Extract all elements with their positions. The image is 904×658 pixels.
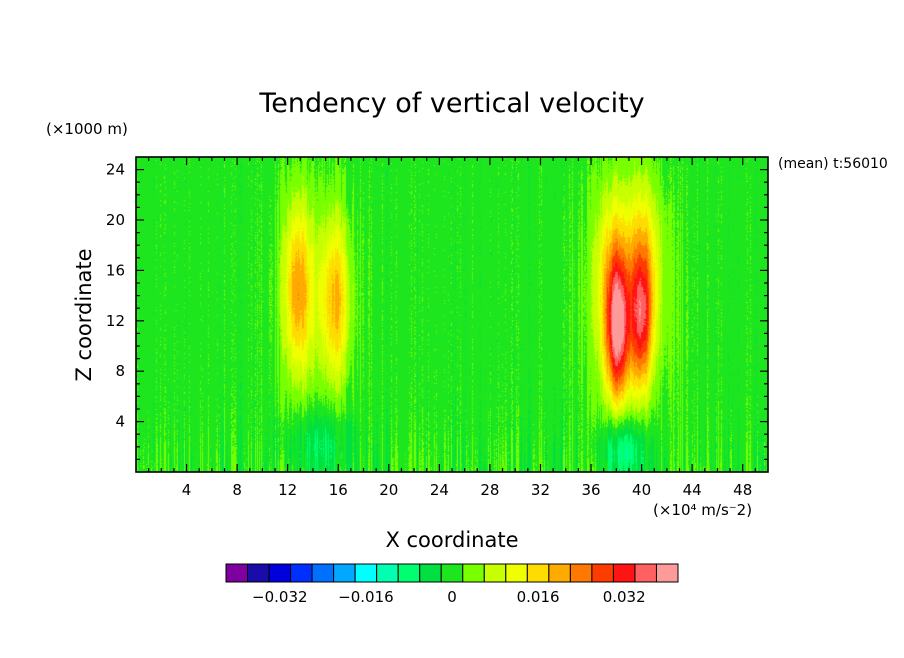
x-tick-label: 32 xyxy=(531,481,550,499)
colorbar-swatch xyxy=(462,563,485,583)
y-tick-label: 16 xyxy=(106,261,125,279)
colorbar: −0.032 −0.016 0 0.016 0.032 xyxy=(225,563,679,606)
chart-title: Tendency of vertical velocity xyxy=(258,88,644,119)
colorbar-swatch xyxy=(634,563,657,583)
x-axis: 4 8 12 16 20 24 28 32 36 40 44 48 xyxy=(148,157,756,499)
colorbar-tick-label: 0.016 xyxy=(517,588,560,606)
colorbar-swatch xyxy=(268,563,292,583)
colorbar-tick-label: 0.032 xyxy=(603,588,646,606)
x-axis-label: X coordinate xyxy=(385,528,518,552)
x-tick-label: 8 xyxy=(232,481,242,499)
y-tick-label: 8 xyxy=(115,362,125,380)
colorbar-tick-label: −0.016 xyxy=(338,588,394,606)
colorbar-swatch xyxy=(569,563,593,583)
colorbar-swatch xyxy=(225,563,249,583)
colorbar-tick-label: −0.032 xyxy=(252,588,308,606)
colorbar-swatch xyxy=(376,563,399,583)
colorbar-tick-label: 0 xyxy=(447,588,457,606)
colorbar-swatch xyxy=(655,563,679,583)
colorbar-swatch xyxy=(483,563,507,583)
x-tick-label: 28 xyxy=(480,481,499,499)
y-axis: 4 8 12 16 20 24 xyxy=(106,161,768,460)
y-tick-label: 4 xyxy=(115,413,125,431)
x-tick-label: 24 xyxy=(430,481,449,499)
y-unit-note: (×1000 m) xyxy=(46,120,128,138)
colorbar-swatch xyxy=(591,563,614,583)
mean-time-annotation: (mean) t:56010 xyxy=(778,156,888,172)
colorbar-swatch xyxy=(354,563,378,583)
colorbar-swatch xyxy=(311,563,335,583)
colorbar-swatch xyxy=(333,563,356,583)
colorbar-swatch xyxy=(526,563,550,583)
x-tick-label: 40 xyxy=(632,481,651,499)
velocity-tendency-field xyxy=(136,157,768,472)
plot-area xyxy=(135,156,769,473)
colorbar-swatch xyxy=(247,563,270,583)
x-tick-label: 36 xyxy=(581,481,600,499)
colorbar-swatch xyxy=(419,563,442,583)
colorbar-swatch xyxy=(440,563,464,583)
x-tick-label: 4 xyxy=(182,481,192,499)
y-axis-label: Z coordinate xyxy=(72,248,96,381)
y-tick-label: 24 xyxy=(106,161,125,179)
x-tick-label: 48 xyxy=(733,481,752,499)
colorbar-swatch xyxy=(505,563,528,583)
colorbar-swatch xyxy=(397,563,421,583)
y-tick-label: 20 xyxy=(106,211,125,229)
x-tick-label: 20 xyxy=(379,481,398,499)
x-unit-note: (×10⁴ m/s⁻2) xyxy=(653,501,752,519)
y-tick-label: 12 xyxy=(106,312,125,330)
colorbar-swatch xyxy=(548,563,571,583)
x-tick-label: 16 xyxy=(329,481,348,499)
x-tick-label: 44 xyxy=(683,481,702,499)
colorbar-swatch xyxy=(290,563,313,583)
colorbar-swatch xyxy=(612,563,636,583)
x-tick-label: 12 xyxy=(278,481,297,499)
